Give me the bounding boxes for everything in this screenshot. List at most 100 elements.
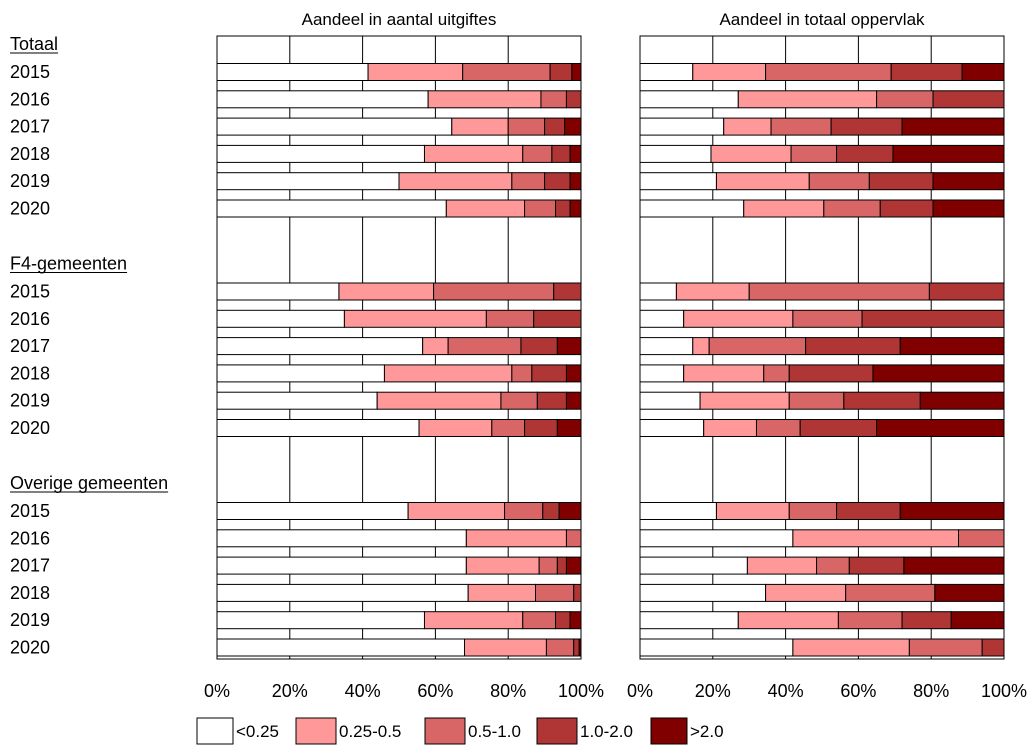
x-tick-label: 80% [913,681,949,701]
bar-segment [446,200,524,217]
bar-segment [893,145,1004,162]
bar-segment [523,612,556,629]
bar-segment [552,145,570,162]
bar-segment [640,420,704,437]
bar-segment [824,200,880,217]
bar-segment [640,392,700,409]
bar-segment [424,145,522,162]
bar-segment [640,310,684,327]
panel-title: Aandeel in aantal uitgiftes [302,10,497,29]
bar-segment [566,392,581,409]
bar-segment [640,200,744,217]
bar-segment [676,283,749,300]
legend-label: >2.0 [690,722,724,741]
bar-segment [486,310,533,327]
bar-segment [217,338,423,355]
year-label: 2016 [10,89,50,109]
year-label: 2016 [10,528,50,548]
bar-segment [543,503,559,520]
bar-segment [640,503,716,520]
bar-segment [574,639,579,656]
bar-segment [525,200,556,217]
x-tick-label: 20% [272,681,308,701]
x-tick-label: 40% [345,681,381,701]
bar-segment [738,612,838,629]
bar-segment [640,118,724,135]
bar-segment [640,173,716,190]
bar-segment [711,145,791,162]
bar-segment [492,420,525,437]
panel-title: Aandeel in totaal oppervlak [719,10,925,29]
year-label: 2019 [10,610,50,630]
bar-segment [465,639,547,656]
bar-segment [900,338,1004,355]
bar-segment [933,173,1004,190]
bar-segment [764,365,789,382]
bar-segment [640,283,676,300]
bar-segment [217,91,428,108]
bar-segment [873,365,1004,382]
bar-segment [738,91,876,108]
bar-segment [962,64,1004,81]
bar-segment [837,145,893,162]
legend-label: 0.5-1.0 [468,722,521,741]
bar-segment [902,612,951,629]
year-label: 2019 [10,171,50,191]
bar-segment [217,612,424,629]
bar-segment [377,392,501,409]
bar-segment [217,557,466,574]
year-label: 2016 [10,309,50,329]
legend-swatch [537,718,577,744]
legend-swatch [296,718,336,744]
bar-segment [572,64,581,81]
bar-segment [512,173,545,190]
bar-segment [448,338,521,355]
bar-segment [521,338,557,355]
bar-segment [579,639,581,656]
bar-segment [556,612,571,629]
bar-segment [217,392,377,409]
bar-segment [537,392,566,409]
bar-segment [793,530,959,547]
bar-segment [570,145,581,162]
bar-segment [368,64,463,81]
bar-segment [545,173,570,190]
bar-segment [640,530,793,547]
bar-segment [640,639,793,656]
bar-segment [217,584,468,601]
bar-segment [466,557,539,574]
bar-segment [217,283,339,300]
bar-segment [640,64,693,81]
group-label: Overige gemeenten [10,473,168,493]
bar-segment [545,118,565,135]
bar-segment [566,365,581,382]
bar-segment [756,420,800,437]
x-tick-label: 60% [417,681,453,701]
bar-segment [693,338,709,355]
bar-segment [640,584,766,601]
bar-segment [217,530,466,547]
bar-segment [880,200,933,217]
bar-segment [716,503,789,520]
year-label: 2019 [10,391,50,411]
bar-segment [935,584,1004,601]
bar-segment [525,420,558,437]
bar-segment [523,145,552,162]
bar-segment [837,503,901,520]
legend-swatch [425,718,465,744]
bar-segment [791,145,837,162]
bar-segment [838,612,902,629]
bar-segment [554,283,581,300]
bar-segment [452,118,508,135]
bar-segment [532,365,567,382]
bar-segment [869,173,933,190]
bar-segment [419,420,492,437]
bar-segment [570,200,581,217]
x-tick-label: 20% [695,681,731,701]
bar-segment [844,392,920,409]
year-label: 2018 [10,144,50,164]
bar-segment [423,338,448,355]
bar-segment [900,503,1004,520]
bar-segment [684,310,793,327]
